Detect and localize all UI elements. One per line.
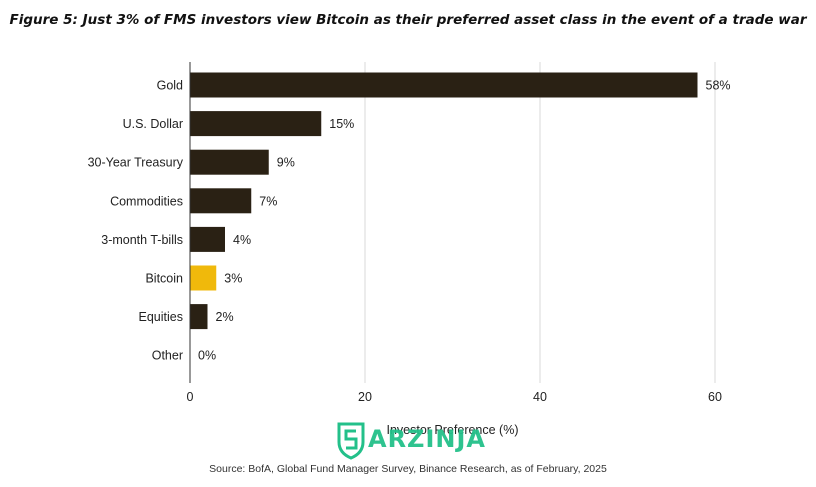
value-label: 9% (277, 156, 295, 170)
value-label: 4% (233, 233, 251, 247)
value-label: 58% (706, 79, 731, 93)
value-label: 3% (224, 272, 242, 286)
x-tick-label: 0 (187, 390, 194, 404)
bar-30-year-treasury (190, 149, 269, 175)
value-label: 2% (216, 310, 234, 324)
labels: 0 20 40 60 Gold 58% U.S. Dollar 15% 30-Year Trea… (88, 79, 731, 405)
category-label: Other (152, 349, 183, 363)
bar-bitcoin (190, 265, 217, 291)
watermark-text: ARZINJA (368, 425, 486, 453)
category-label: Bitcoin (145, 272, 183, 286)
x-tick-label: 20 (358, 390, 372, 404)
category-label: Gold (157, 79, 183, 93)
bars (190, 72, 698, 330)
bar-u-s-dollar (190, 111, 322, 137)
x-axis-title: Investor Preference (%) (387, 423, 519, 437)
category-label: 3-month T-bills (101, 233, 183, 247)
category-label: U.S. Dollar (123, 117, 183, 131)
bar-commodities (190, 188, 252, 214)
bar-equities (190, 304, 208, 330)
grid-lines (364, 62, 716, 383)
value-label: 0% (198, 349, 216, 363)
category-label: Commodities (110, 194, 183, 208)
bar-gold (190, 72, 698, 98)
value-label: 7% (259, 194, 277, 208)
x-tick-label: 60 (708, 390, 722, 404)
value-label: 15% (329, 117, 354, 131)
x-tick-label: 40 (533, 390, 547, 404)
category-label: 30-Year Treasury (88, 156, 184, 170)
watermark: ARZINJA (336, 420, 496, 460)
bar-3-month-t-bills (190, 226, 225, 252)
shield-logo-icon (337, 422, 365, 460)
figure-title: Figure 5: Just 3% of FMS investors view … (9, 12, 807, 28)
category-label: Equities (139, 310, 183, 324)
source-note: Source: BofA, Global Fund Manager Survey… (209, 463, 607, 475)
